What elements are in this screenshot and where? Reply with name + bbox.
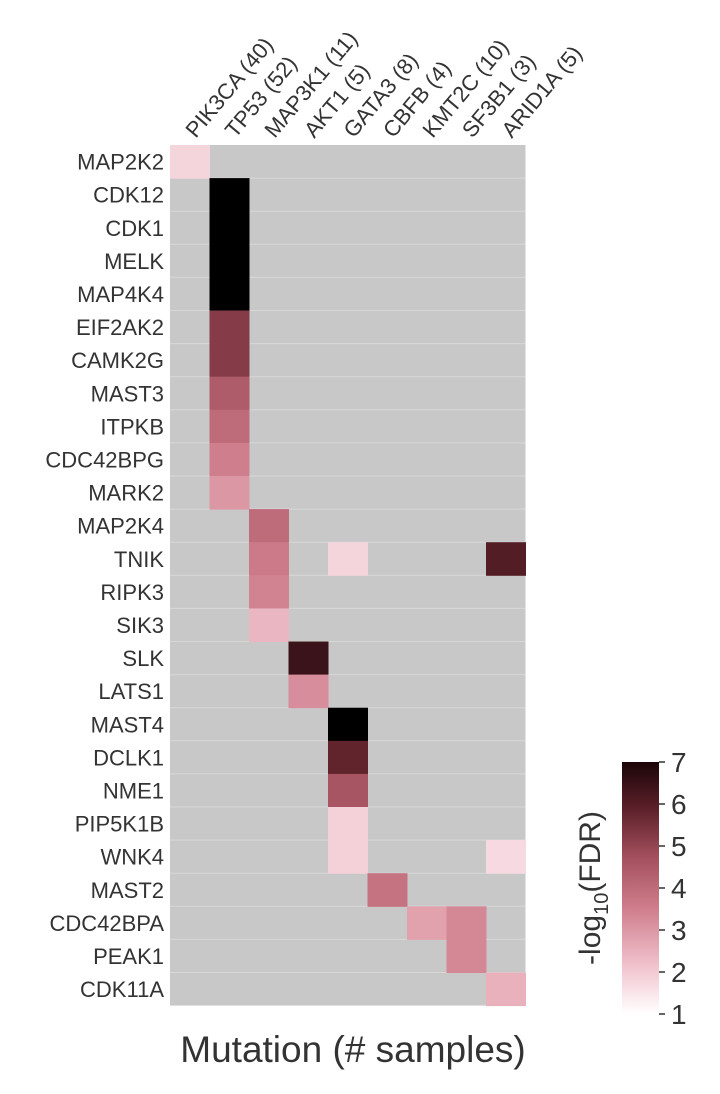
row-label: CDC42BPA bbox=[49, 911, 164, 936]
row-label: MAP2K2 bbox=[77, 150, 164, 175]
row-label: MAP2K4 bbox=[77, 514, 164, 539]
row-label: CAMK2G bbox=[71, 348, 164, 373]
colorbar-tick-label: 1 bbox=[671, 999, 687, 1030]
row-labels: MAP2K2 CDK12 CDK1 MELK MAP4K4 EIF2AK2 CAMK2G MA… bbox=[45, 150, 164, 1002]
row-label: CDK1 bbox=[105, 216, 164, 241]
heatmap-cell bbox=[170, 145, 210, 179]
row-label: WNK4 bbox=[100, 845, 164, 870]
colorbar-tick-label: 2 bbox=[671, 957, 687, 988]
heatmap-cell bbox=[209, 476, 250, 510]
colorbar-tick-label: 6 bbox=[671, 789, 687, 820]
heatmap-cell bbox=[288, 641, 329, 676]
colorbar-tick-label: 7 bbox=[671, 747, 687, 778]
row-label: MAST4 bbox=[91, 712, 164, 737]
colorbar: 1 2 3 4 5 6 7 -log10(FDR) bbox=[574, 747, 687, 1030]
heatmap-cell bbox=[367, 873, 408, 907]
heatmap-cell bbox=[209, 211, 250, 245]
heatmap-cell bbox=[486, 542, 526, 576]
heatmap-cell bbox=[446, 939, 487, 973]
heatmap-cell bbox=[446, 906, 487, 940]
row-label: EIF2AK2 bbox=[76, 315, 164, 340]
colorbar-label-suffix: (FDR) bbox=[574, 811, 607, 893]
row-label: MAP4K4 bbox=[77, 282, 164, 307]
heatmap-cell bbox=[407, 906, 447, 940]
heatmap-cell bbox=[249, 542, 289, 576]
heatmap-cell bbox=[249, 509, 289, 543]
row-label: CDK11A bbox=[80, 977, 164, 1002]
heatmap-cell bbox=[328, 707, 368, 742]
heatmap-cell bbox=[486, 840, 526, 874]
heatmap-cell bbox=[328, 542, 368, 576]
colorbar-tick-label: 4 bbox=[671, 873, 687, 904]
heatmap-cell bbox=[209, 310, 250, 345]
heatmap-cell bbox=[209, 244, 250, 278]
heatmap-cells bbox=[170, 145, 526, 1007]
heatmap-cell bbox=[328, 840, 368, 874]
heatmap-cell bbox=[209, 277, 250, 311]
colorbar-label-sub: 10 bbox=[591, 893, 613, 915]
row-label: MELK bbox=[104, 249, 164, 274]
heatmap-cell bbox=[249, 575, 289, 609]
heatmap-cell bbox=[209, 409, 250, 444]
row-label: PEAK1 bbox=[93, 944, 164, 969]
heatmap-cell bbox=[209, 178, 250, 212]
column-labels: PIK3CA (40)TP53 (52)MAP3K1 (11)AKT1 (5)G… bbox=[180, 26, 587, 142]
heatmap-cell bbox=[249, 608, 289, 642]
colorbar-gradient bbox=[622, 762, 659, 1014]
row-label: PIP5K1B bbox=[75, 812, 164, 837]
row-label: RIPK3 bbox=[100, 580, 164, 605]
row-label: SLK bbox=[122, 646, 164, 671]
row-label: NME1 bbox=[103, 778, 164, 803]
row-label: MAST3 bbox=[91, 381, 164, 406]
heatmap-cell bbox=[328, 740, 368, 775]
row-label: MAST2 bbox=[91, 878, 164, 903]
row-label: CDC42BPG bbox=[45, 447, 164, 472]
heatmap-cell bbox=[209, 442, 250, 477]
row-label: CDK12 bbox=[93, 183, 164, 208]
row-label: DCLK1 bbox=[93, 745, 164, 770]
row-label: MARK2 bbox=[88, 481, 164, 506]
colorbar-tick-label: 5 bbox=[671, 831, 687, 862]
heatmap-cell bbox=[209, 343, 250, 378]
heatmap-cell bbox=[486, 972, 526, 1007]
colorbar-tick-label: 3 bbox=[671, 915, 687, 946]
row-label: TNIK bbox=[114, 547, 164, 572]
heatmap-cell bbox=[288, 674, 329, 709]
colorbar-label-prefix: -log bbox=[574, 915, 607, 965]
row-label: LATS1 bbox=[98, 679, 164, 704]
heatmap-cell bbox=[209, 376, 250, 411]
heatmap-cell bbox=[328, 807, 368, 841]
colorbar-ticks: 1 2 3 4 5 6 7 bbox=[659, 747, 687, 1030]
row-label: SIK3 bbox=[116, 613, 164, 638]
heatmap-cell bbox=[328, 773, 368, 808]
x-axis-label: Mutation (# samples) bbox=[180, 1029, 525, 1070]
row-label: ITPKB bbox=[100, 414, 164, 439]
colorbar-label: -log10(FDR) bbox=[574, 811, 613, 965]
